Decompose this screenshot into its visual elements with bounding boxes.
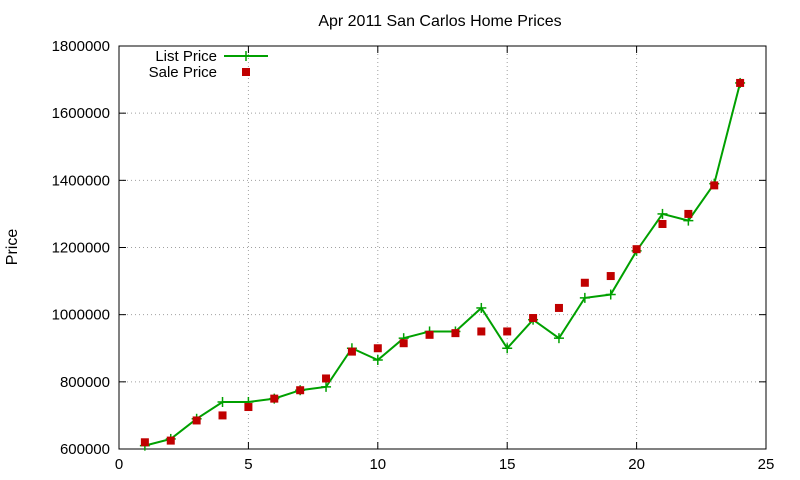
y-tick-label: 1800000 (52, 38, 110, 55)
sale-price-point (166, 436, 175, 445)
legend-label-list-price: List Price (155, 48, 217, 65)
list-price-point (553, 333, 564, 344)
x-tick-label: 5 (244, 456, 252, 473)
legend-marker-list-price (224, 51, 268, 61)
plot-frame (118, 45, 767, 450)
sale-price-point (710, 181, 719, 190)
legend: List Price Sale Price (149, 48, 268, 81)
x-tick-label: 10 (369, 456, 386, 473)
list-price-point (321, 381, 332, 392)
sale-price-point (296, 386, 305, 395)
x-tick-label: 25 (758, 456, 775, 473)
legend-label-sale-price: Sale Price (149, 64, 217, 81)
sale-price-point (684, 209, 693, 218)
sale-price-point (658, 219, 667, 228)
sale-price-point (632, 245, 641, 254)
chart-title: Apr 2011 San Carlos Home Prices (318, 13, 561, 30)
list-price-point (217, 396, 228, 407)
list-price-point (476, 302, 487, 313)
y-tick-label: 1200000 (52, 240, 110, 257)
list-price-point (657, 208, 668, 219)
x-tick-label: 20 (628, 456, 645, 473)
sale-price-point (736, 78, 745, 87)
sale-price-point (477, 327, 486, 336)
sale-price-point (529, 314, 538, 323)
sale-price-point (373, 344, 382, 353)
sale-price-point (503, 327, 512, 336)
series-layer (139, 77, 746, 451)
sale-price-point (192, 416, 201, 425)
sale-price-point (140, 438, 149, 447)
sale-price-point (399, 339, 408, 348)
sale-price-point (244, 403, 253, 412)
y-tick-label: 600000 (60, 441, 110, 458)
y-axis-label: Price (4, 229, 21, 266)
y-tick-label: 1600000 (52, 105, 110, 122)
series-sale-price (140, 78, 745, 447)
list-price-point (502, 343, 513, 354)
legend-plus-list-price (241, 51, 251, 61)
tick-labels: 600000 800000 1000000 1200000 1400000 1600000… (52, 38, 775, 473)
list-price-point (372, 355, 383, 366)
sale-price-point (218, 411, 227, 420)
sale-price-point (425, 330, 434, 339)
list-price-point (579, 292, 590, 303)
sale-price-point (554, 303, 563, 312)
list-price-point (605, 289, 616, 300)
x-tick-label: 15 (499, 456, 516, 473)
legend-marker-sale-price (242, 68, 250, 76)
sale-price-point (606, 272, 615, 281)
sale-price-point (347, 347, 356, 356)
sale-price-point (270, 394, 279, 403)
sale-price-point (322, 374, 331, 383)
sale-price-point (451, 329, 460, 338)
x-tick-label: 0 (115, 456, 123, 473)
y-tick-label: 1400000 (52, 172, 110, 189)
y-tick-label: 800000 (60, 374, 110, 391)
sale-price-point (580, 278, 589, 287)
legend-square-sale-price (242, 68, 250, 76)
y-tick-label: 1000000 (52, 307, 110, 324)
